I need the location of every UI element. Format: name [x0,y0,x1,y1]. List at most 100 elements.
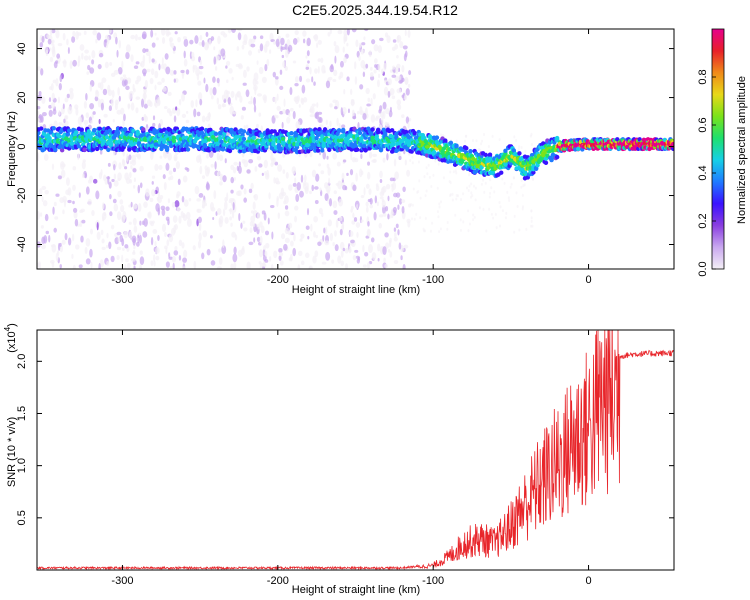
spectrogram-noise-point [391,74,397,78]
spectrogram-ridge-point [241,129,247,134]
spectrogram-noise-point [178,255,182,261]
spectrogram-noise-point [51,39,55,44]
spectrogram-noise-point [77,32,82,36]
spectrogram-noise-point [391,95,396,100]
spectrogram-noise-point [233,161,238,166]
spectrogram-noise-point [385,205,389,212]
spectrogram-noise-point [41,196,44,203]
spectrogram-noise-point [155,255,160,261]
spectrogram-noise-point [186,218,192,228]
spectrogram-noise-point [382,101,387,110]
spectrogram-noise-point [317,241,322,247]
spectrogram-noise-point [505,211,508,215]
spectrogram-noise-point [252,222,256,228]
spectrogram-noise-point [329,120,332,128]
spectrogram-noise-point [168,252,171,259]
spectrogram-x-tick-label: -300 [111,274,133,286]
spectrogram-noise-point [334,244,339,252]
spectrogram-noise-point [334,106,338,110]
spectrogram-noise-point [177,36,181,43]
spectrogram-noise-point [365,206,369,213]
spectrogram-noise-point [259,43,264,52]
spectrogram-ridge-point [355,147,360,152]
snr-y-tick-label: 2.0 [16,354,28,369]
snr-x-tick-label: -100 [422,575,444,587]
spectrogram-noise-point [302,181,307,186]
spectrogram-noise-point [423,229,426,233]
spectrogram-noise-point [142,231,148,238]
spectrogram-noise-point [72,264,76,269]
spectrogram-noise-point [288,222,293,229]
colorbar-tick-label: 0.2 [697,213,709,228]
spectrogram-noise-point [234,93,238,101]
spectrogram-noise-point [81,161,86,170]
spectrogram-noise-point [104,178,108,185]
spectrogram-noise-point [426,172,429,176]
spectrogram-noise-point [264,250,268,257]
spectrogram-noise-point [442,176,445,180]
spectrogram-noise-point [72,166,77,171]
spectrogram-noise-point [317,58,321,63]
spectrogram-noise-point [454,213,457,217]
spectrogram-noise-point [374,195,378,204]
spectrogram-noise-point [206,153,209,159]
spectrogram-noise-point [41,111,47,117]
spectrogram-noise-point [250,215,256,223]
spectrogram-noise-point [228,68,233,74]
spectrogram-noise-point [419,216,422,220]
spectrogram-noise-point [166,108,172,114]
spectrogram-noise-point [265,242,270,249]
spectrogram-noise-point [506,190,509,194]
spectrogram-noise-point [402,45,408,50]
spectrogram-noise-point [183,199,189,207]
spectrogram-noise-point [77,153,80,161]
spectrogram-noise-point [207,112,211,118]
spectrogram-noise-point [103,113,108,118]
spectrogram-noise-point [144,79,148,89]
spectrogram-noise-point [352,184,357,192]
spectrogram-noise-point [167,218,170,226]
spectrogram-noise-point [276,105,281,111]
spectrogram-noise-point [161,37,166,45]
spectrogram-noise-point [157,235,160,242]
spectrogram-noise-point [337,255,342,264]
spectrogram-noise-point [216,77,220,84]
spectrogram-noise-point [317,39,322,45]
spectrogram-noise-point [124,244,129,249]
spectrogram-noise-point [264,230,270,236]
spectrogram-noise-point [385,108,390,115]
spectrogram-noise-point [153,254,156,263]
spectrogram-noise-point [272,71,277,78]
spectrogram-noise-point [472,213,475,217]
spectrogram-noise-point [473,215,476,219]
spectrogram-noise-point [257,93,262,97]
spectrogram-noise-point [513,230,516,234]
spectrogram-noise-point [264,63,268,72]
spectrogram-noise-point [108,241,112,250]
spectrogram-noise-point [339,228,343,236]
spectrogram-noise-point [81,52,84,60]
spectrogram-noise-point [274,96,277,104]
spectrogram-noise-point [410,202,413,206]
spectrogram-noise-point [133,185,136,189]
spectrogram-noise-point [196,111,201,117]
spectrogram-noise-point [55,78,59,87]
spectrogram-noise-point [145,48,149,52]
spectrogram-noise-point [403,53,407,62]
spectrogram-noise-point [245,89,250,98]
spectrogram-noise-point [164,53,169,60]
spectrogram-noise-point [185,119,190,124]
spectrogram-noise-point [100,102,104,111]
spectrogram-noise-point [278,252,284,257]
spectrogram-noise-point [485,229,488,233]
spectrogram-noise-point [365,63,369,69]
spectrogram-noise-point [253,72,259,82]
spectrogram-noise-point [183,38,189,48]
spectrogram-noise-point [262,260,265,268]
spectrogram-ridge-point [76,144,82,149]
spectrogram-noise-point [360,194,365,199]
spectrogram-noise-point [382,157,386,163]
spectrogram-noise-point [403,94,408,101]
spectrogram-noise-point [382,212,387,217]
spectrogram-noise-point [359,84,364,90]
